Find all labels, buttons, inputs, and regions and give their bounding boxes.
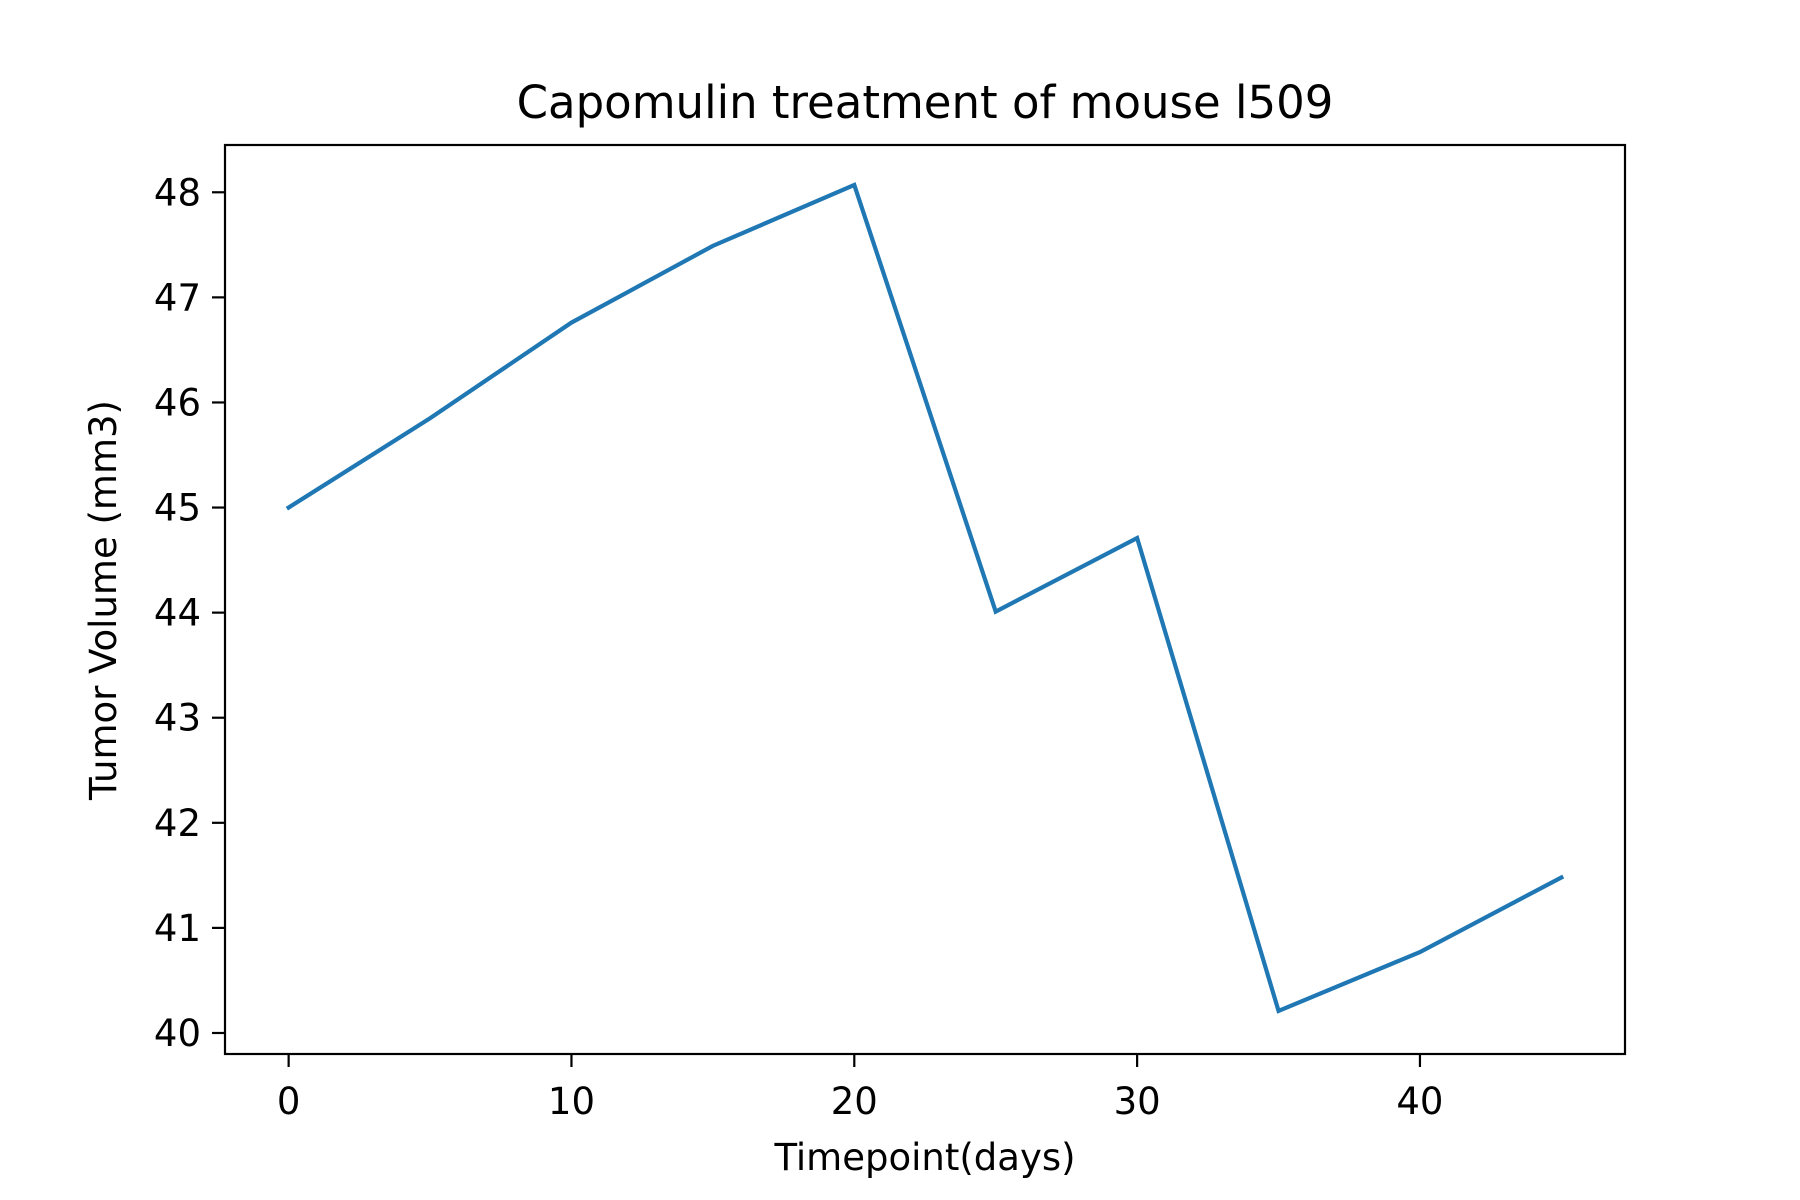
y-tick-label-2: 42 bbox=[154, 802, 201, 845]
x-axis-label: Timepoint(days) bbox=[773, 1136, 1075, 1179]
plot-area bbox=[223, 143, 1627, 1056]
plot-frame bbox=[223, 143, 1627, 1056]
y-axis: 40 41 42 43 44 45 46 47 48 bbox=[154, 171, 225, 1055]
x-tick-label-3: 30 bbox=[1114, 1080, 1161, 1123]
x-tick-label-1: 10 bbox=[548, 1080, 595, 1123]
chart-title: Capomulin treatment of mouse l509 bbox=[517, 76, 1334, 129]
y-tick-label-0: 40 bbox=[154, 1012, 201, 1055]
y-tick-label-4: 44 bbox=[154, 592, 201, 635]
x-tick-label-0: 0 bbox=[277, 1080, 301, 1123]
y-tick-label-3: 43 bbox=[154, 697, 201, 740]
y-tick-label-5: 45 bbox=[154, 487, 201, 530]
x-tick-label-2: 20 bbox=[831, 1080, 878, 1123]
x-axis: 0 10 20 30 40 bbox=[277, 1054, 1443, 1123]
y-tick-label-8: 48 bbox=[154, 171, 201, 214]
series-line-0 bbox=[285, 182, 1565, 1014]
y-tick-label-1: 41 bbox=[154, 907, 201, 950]
x-tick-label-4: 40 bbox=[1396, 1080, 1443, 1123]
y-tick-label-6: 46 bbox=[154, 381, 201, 424]
y-tick-label-7: 47 bbox=[154, 276, 201, 319]
y-axis-label: Tumor Volume (mm3) bbox=[82, 400, 125, 801]
